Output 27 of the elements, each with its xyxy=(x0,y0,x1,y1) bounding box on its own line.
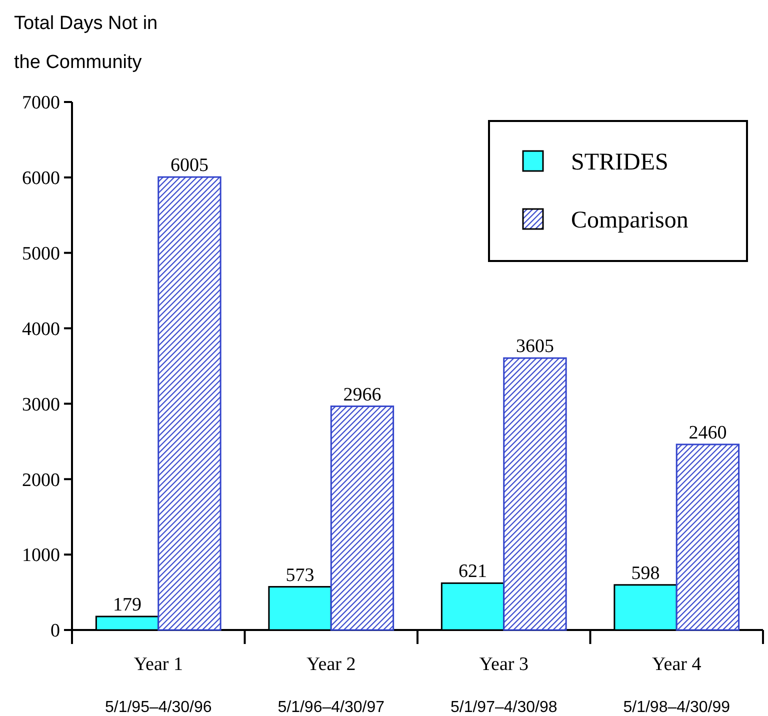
data-label: 2460 xyxy=(688,422,727,444)
data-label: 179 xyxy=(113,594,142,616)
bar xyxy=(676,444,740,631)
data-label: 621 xyxy=(458,561,488,582)
category-label: Year 2 5/1/96–4/30/97 xyxy=(278,654,385,716)
data-label: 573 xyxy=(286,564,314,586)
category-label: Year 3 5/1/97–4/30/98 xyxy=(450,654,558,716)
y-tick-label: 2000 xyxy=(22,470,60,491)
legend-label: STRIDES xyxy=(571,149,668,176)
y-tick-label: 4000 xyxy=(22,318,60,340)
data-label: 6005 xyxy=(170,155,208,176)
data-label: 2966 xyxy=(343,384,382,406)
bar xyxy=(330,406,394,631)
y-tick-label: 7000 xyxy=(22,92,60,114)
data-label: 3605 xyxy=(516,336,554,358)
y-tick-label: 5000 xyxy=(22,244,60,265)
data-label: 598 xyxy=(631,562,660,584)
y-tick-label: 1000 xyxy=(22,545,60,566)
y-tick-label: 6000 xyxy=(22,168,60,190)
y-tick-label: 0 xyxy=(50,620,60,642)
bar xyxy=(158,176,222,631)
legend-label: Comparison xyxy=(571,207,688,234)
y-axis-title: Total Days Not in the Community xyxy=(14,13,158,73)
category-label: Year 4 5/1/98–4/30/99 xyxy=(623,654,730,716)
category-label: Year 1 5/1/95–4/30/96 xyxy=(104,654,212,716)
y-tick-label: 3000 xyxy=(22,394,60,416)
bar xyxy=(503,357,567,631)
